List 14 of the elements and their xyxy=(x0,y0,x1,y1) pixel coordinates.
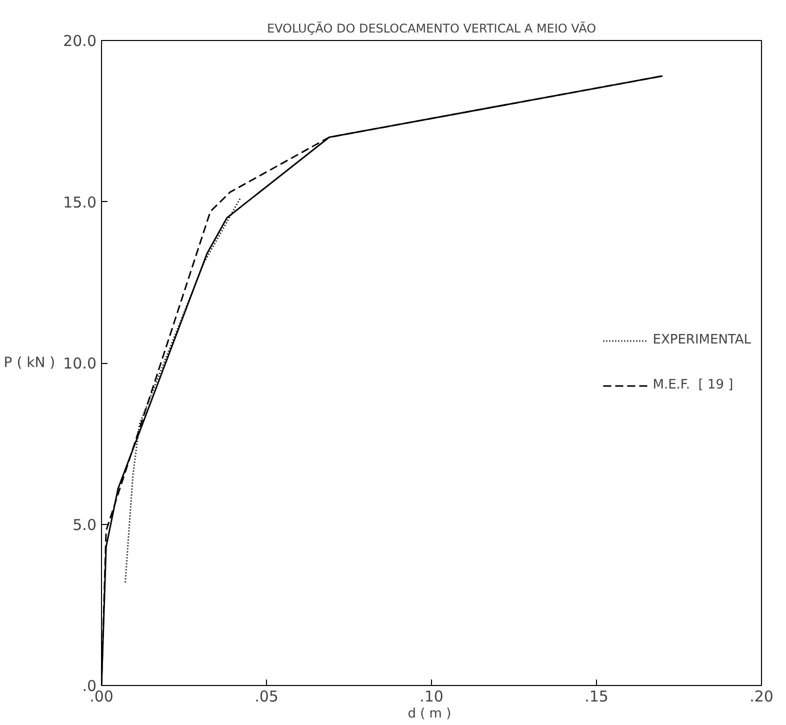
y-tick-label: 10.0 xyxy=(63,354,97,372)
y-tick-label: 20.0 xyxy=(63,32,97,50)
x-tick-label: .10 xyxy=(420,688,444,706)
y-tick-label: 5.0 xyxy=(72,516,97,534)
x-tick-label: .05 xyxy=(254,688,278,706)
y-axis-title: P ( kN ) xyxy=(4,355,56,371)
x-axis-title: d ( m ) xyxy=(408,706,452,722)
chart-title: EVOLUÇÃO DO DESLOCAMENTO VERTICAL A MEIO VÃO xyxy=(266,20,596,36)
legend-label: M.E.F. [ 19 ] xyxy=(652,378,734,392)
x-tick-label: .20 xyxy=(750,688,774,706)
line-series xyxy=(124,198,241,584)
x-tick-label: .15 xyxy=(584,688,608,706)
y-tick-label: 15.0 xyxy=(63,193,97,212)
legend-label: EXPERIMENTAL xyxy=(652,332,751,348)
